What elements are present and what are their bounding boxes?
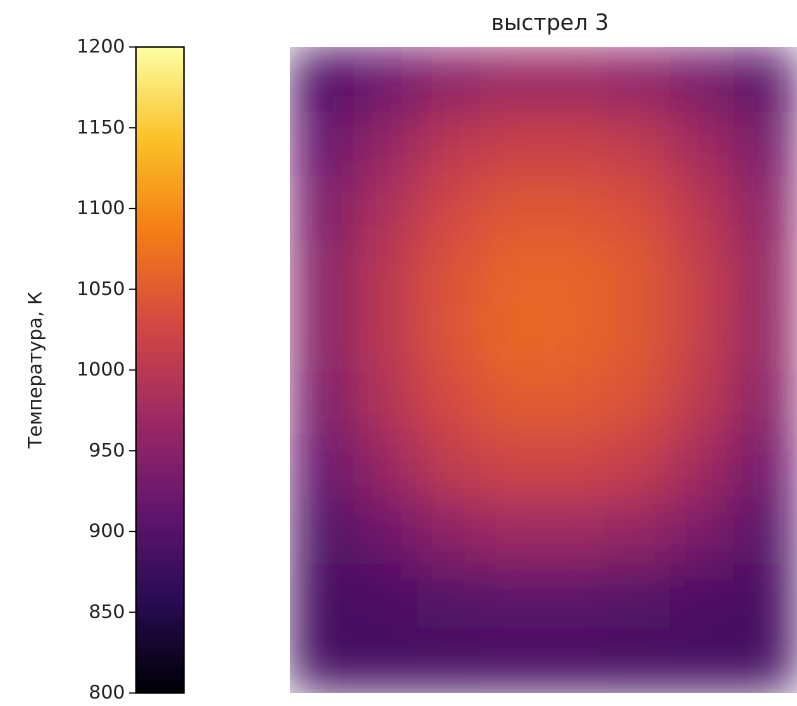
heatmap-cell	[353, 370, 418, 436]
heatmap-cell	[606, 176, 671, 242]
heatmap-cell	[733, 176, 797, 242]
tick-label: 1200	[77, 36, 125, 58]
tick-label: 1050	[77, 278, 125, 300]
heatmap-cell	[416, 563, 481, 629]
heatmap-cell	[606, 370, 671, 436]
heatmap-cell	[670, 563, 735, 629]
heatmap-cell	[416, 240, 481, 306]
heatmap-cell	[480, 499, 544, 565]
heatmap-cell	[733, 434, 797, 500]
heatmap-cell	[480, 305, 544, 371]
heatmap-cell	[606, 240, 671, 306]
heatmap-cell	[416, 305, 481, 371]
heatmap-cell	[290, 434, 354, 500]
heatmap-cell	[416, 370, 481, 436]
heatmap-cell	[480, 240, 544, 306]
heatmap-cell	[543, 176, 608, 242]
heatmap-cell	[290, 176, 354, 242]
heatmap-cell	[670, 240, 735, 306]
heatmap-cell	[733, 628, 797, 693]
heatmap-cell	[670, 370, 735, 436]
heatmap-cell	[416, 628, 481, 693]
heatmap-cell	[670, 499, 735, 565]
heatmap-cell	[480, 111, 544, 177]
heatmap-cell	[416, 47, 481, 113]
heatmap-cell	[670, 628, 735, 693]
heatmap-cell	[543, 434, 608, 500]
heatmap-cell	[353, 499, 418, 565]
tick-label: 950	[89, 439, 125, 461]
colorbar-label: Температура, К	[25, 291, 47, 450]
tick-label: 1000	[77, 359, 125, 381]
tick-label: 900	[89, 520, 125, 542]
heatmap-cell	[543, 499, 608, 565]
heatmap-cell	[606, 628, 671, 693]
heatmap-cell	[543, 563, 608, 629]
colorbar	[135, 46, 185, 694]
heatmap-cell	[290, 628, 354, 693]
heatmap-cell	[606, 499, 671, 565]
heatmap-cell	[670, 47, 735, 113]
heatmap-cell	[290, 499, 354, 565]
heatmap-cell	[353, 240, 418, 306]
heatmap-cell	[670, 305, 735, 371]
heatmap-cell	[353, 305, 418, 371]
heatmap-cell	[733, 47, 797, 113]
heatmap-cell	[543, 628, 608, 693]
heatmap-cell	[353, 628, 418, 693]
heatmap-cell	[733, 240, 797, 306]
tick-label: 800	[89, 682, 125, 704]
heatmap-cell	[353, 111, 418, 177]
heatmap-cell	[606, 47, 671, 113]
heatmap-cell	[606, 111, 671, 177]
heatmap-cell	[733, 499, 797, 565]
heatmap-cell	[480, 628, 544, 693]
heatmap-cell	[416, 176, 481, 242]
heatmap-cell	[290, 47, 354, 113]
heatmap-cell	[543, 111, 608, 177]
heatmap-cell	[543, 305, 608, 371]
heatmap-cell	[290, 240, 354, 306]
heatmap-cell	[416, 434, 481, 500]
heatmap-cell	[353, 563, 418, 629]
heatmap-cell	[353, 434, 418, 500]
heatmap-cell	[733, 111, 797, 177]
heatmap-cell	[606, 305, 671, 371]
heatmap-cell	[606, 434, 671, 500]
heatmap	[290, 47, 797, 693]
heatmap-cell	[353, 47, 418, 113]
heatmap-cell	[416, 499, 481, 565]
heatmap-cell	[670, 434, 735, 500]
heatmap-cell	[733, 563, 797, 629]
heatmap-cell	[480, 370, 544, 436]
heatmap-cell	[290, 305, 354, 371]
heatmap-cell	[670, 111, 735, 177]
tick-label: 1150	[77, 116, 125, 138]
heatmap-cell	[733, 305, 797, 371]
heatmap-cell	[480, 176, 544, 242]
heatmap-cell	[543, 47, 608, 113]
heatmap-cell	[290, 370, 354, 436]
heatmap-cell	[606, 563, 671, 629]
heatmap-cell	[480, 434, 544, 500]
tick-label: 850	[89, 601, 125, 623]
heatmap-cell	[416, 111, 481, 177]
heatmap-cell	[353, 176, 418, 242]
heatmap-cell	[480, 563, 544, 629]
heatmap-cell	[480, 47, 544, 113]
heatmap-cell	[290, 111, 354, 177]
chart-title: выстрел 3	[491, 11, 609, 36]
heatmap-cell	[290, 563, 354, 629]
heatmap-cell	[670, 176, 735, 242]
tick-label: 1100	[77, 197, 125, 219]
heatmap-cell	[543, 240, 608, 306]
heatmap-cell	[733, 370, 797, 436]
heatmap-cell	[543, 370, 608, 436]
